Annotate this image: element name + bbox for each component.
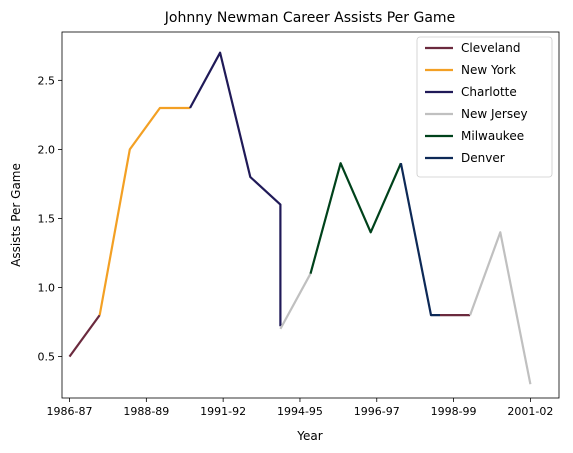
x-tick-label: 2001-02 xyxy=(507,405,553,418)
x-tick-label: 1991-92 xyxy=(200,405,246,418)
series-line-denver-0 xyxy=(399,162,440,317)
series-line-new-jersey-1 xyxy=(469,231,532,385)
y-axis: 0.5 1.0 1.5 2.0 2.5 xyxy=(38,74,62,364)
chart-title: Johnny Newman Career Assists Per Game xyxy=(164,10,455,26)
legend-label-denver: Denver xyxy=(461,151,505,165)
y-tick-label: 1.5 xyxy=(38,212,56,225)
legend-label-charlotte: Charlotte xyxy=(461,85,517,99)
y-tick-label: 1.0 xyxy=(38,282,56,295)
legend-label-new-jersey: New Jersey xyxy=(461,107,528,121)
y-tick-label: 2.5 xyxy=(38,74,56,87)
y-axis-label: Assists Per Game xyxy=(9,163,23,267)
series-line-milwaukee-0 xyxy=(309,162,402,274)
legend-box xyxy=(416,36,553,178)
y-tick-label: 2.0 xyxy=(38,143,56,156)
series-line-new-york-0 xyxy=(98,106,190,316)
x-axis: 1986-87 1988-89 1991-92 1994-95 1996-97 1998-… xyxy=(47,398,553,418)
series-line-cleveland-0 xyxy=(68,314,101,358)
x-tick-label: 1998-99 xyxy=(431,405,477,418)
legend-label-milwaukee: Milwaukee xyxy=(461,129,524,143)
x-tick-label: 1986-87 xyxy=(47,405,93,418)
legend-label-cleveland: Cleveland xyxy=(461,41,521,55)
legend: Cleveland New York Charlotte New Jersey Milw… xyxy=(416,36,553,178)
x-tick-label: 1996-97 xyxy=(354,405,400,418)
series-line-new-jersey-0 xyxy=(279,273,312,330)
y-tick-label: 0.5 xyxy=(38,351,56,364)
series-layer xyxy=(68,51,532,385)
x-tick-label: 1988-89 xyxy=(123,405,169,418)
series-line-charlotte-0 xyxy=(189,51,282,327)
x-tick-label: 1994-95 xyxy=(277,405,323,418)
plot-area xyxy=(61,31,560,399)
legend-label-new-york: New York xyxy=(461,63,516,77)
x-axis-label: Year xyxy=(296,429,322,443)
